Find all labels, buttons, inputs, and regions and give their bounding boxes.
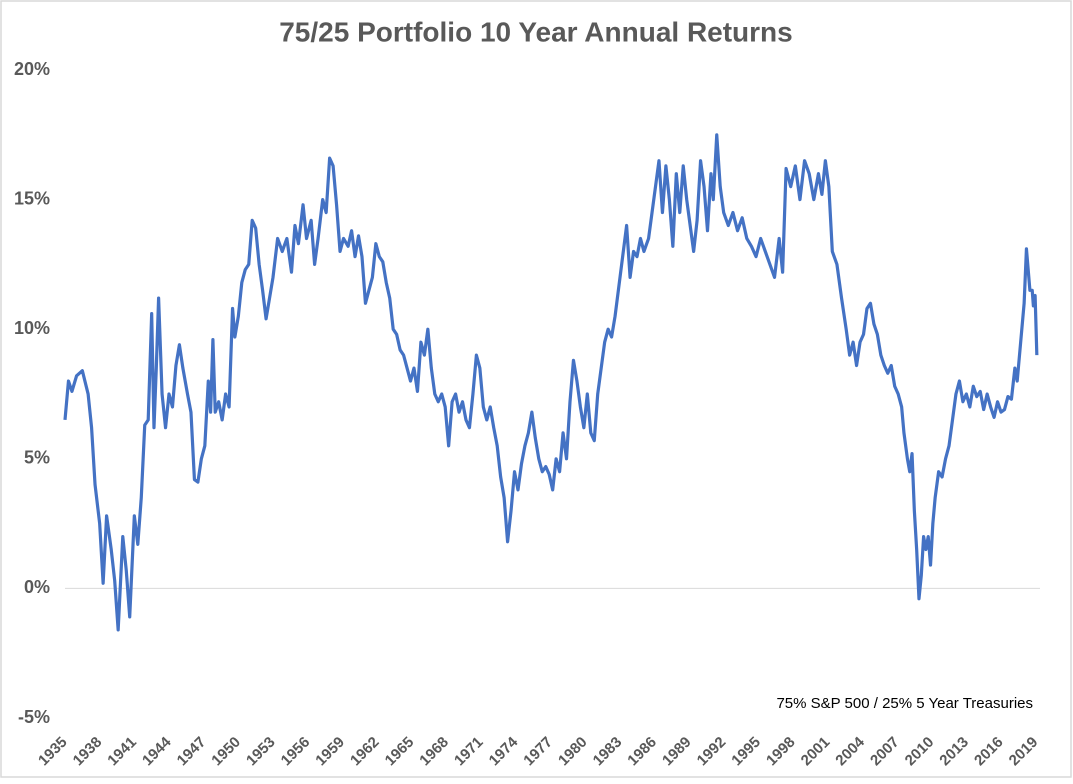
data-line xyxy=(63,133,1039,632)
y-tick-label: 5% xyxy=(24,448,50,468)
y-tick-label: 15% xyxy=(14,188,50,208)
chart-title: 75/25 Portfolio 10 Year Annual Returns xyxy=(279,16,793,47)
y-tick-label: -5% xyxy=(18,707,50,727)
y-tick-label: 10% xyxy=(14,318,50,338)
y-tick-label: 20% xyxy=(14,59,50,79)
annotation: 75% S&P 500 / 25% 5 Year Treasuries xyxy=(776,695,1033,712)
y-tick-label: 0% xyxy=(24,577,50,597)
